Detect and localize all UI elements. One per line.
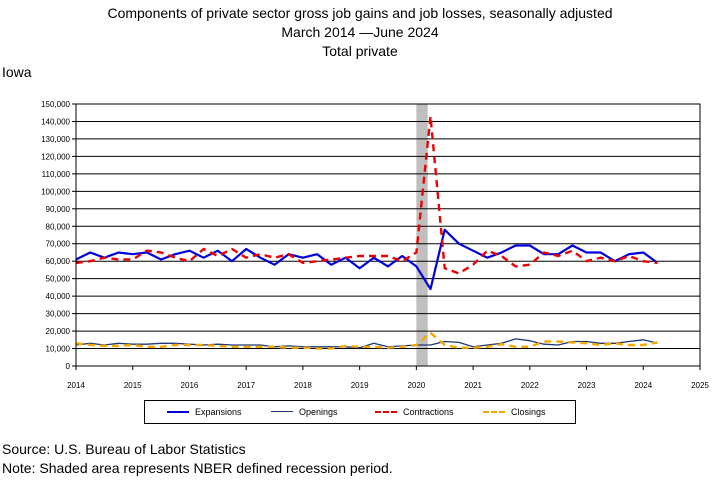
legend-label-openings: Openings bbox=[299, 407, 338, 417]
y-tick-label: 140,000 bbox=[41, 117, 70, 126]
x-tick-label: 2019 bbox=[351, 381, 369, 390]
chart-title: Components of private sector gross job g… bbox=[107, 5, 613, 21]
y-tick-label: 120,000 bbox=[41, 152, 70, 161]
y-tick-label: 0 bbox=[66, 362, 71, 371]
legend-swatch-closings bbox=[483, 411, 505, 413]
y-tick-label: 80,000 bbox=[46, 222, 71, 231]
legend-swatch-contractions bbox=[375, 411, 397, 413]
recession-note: Note: Shaded area represents NBER define… bbox=[2, 460, 393, 476]
legend-label-contractions: Contractions bbox=[403, 407, 454, 417]
series-line-closings bbox=[75, 331, 658, 350]
series-line-contractions bbox=[75, 114, 658, 275]
x-tick-label: 2014 bbox=[67, 381, 85, 390]
y-tick-label: 110,000 bbox=[42, 170, 71, 179]
chart-title-block: Components of private sector gross job g… bbox=[0, 4, 720, 61]
x-tick-label: 2022 bbox=[521, 381, 539, 390]
chart-legend: Expansions Openings Contractions Closing… bbox=[144, 400, 576, 424]
series-line-openings bbox=[75, 338, 658, 349]
chart-date-range: March 2014 —June 2024 bbox=[281, 24, 439, 40]
chart-plot-svg: 0 10,000 20,000 30,000 40,000 50,000 60,000 70,… bbox=[41, 100, 709, 390]
x-tick-label: 2021 bbox=[464, 381, 482, 390]
x-tick-label: 2016 bbox=[181, 381, 199, 390]
chart-subtitle: Total private bbox=[322, 43, 398, 59]
x-tick-label: 2015 bbox=[124, 381, 142, 390]
x-tick-label: 2020 bbox=[407, 381, 425, 390]
y-tick-label: 70,000 bbox=[46, 240, 71, 249]
footer: Source: U.S. Bureau of Labor Statistics … bbox=[2, 440, 393, 478]
y-tick-label: 10,000 bbox=[46, 345, 71, 354]
legend-swatch-openings bbox=[271, 411, 293, 412]
series-line-expansions bbox=[75, 228, 659, 291]
y-tick-label: 30,000 bbox=[46, 310, 71, 319]
y-tick-label: 20,000 bbox=[46, 327, 71, 336]
state-label: Iowa bbox=[2, 64, 32, 80]
y-tick-label: 40,000 bbox=[46, 292, 71, 301]
y-tick-label: 150,000 bbox=[41, 100, 70, 109]
x-tick-label: 2024 bbox=[634, 381, 652, 390]
y-tick-label: 100,000 bbox=[41, 187, 70, 196]
x-tick-label: 2018 bbox=[294, 381, 312, 390]
x-tick-label: 2025 bbox=[691, 381, 709, 390]
recession-shading bbox=[416, 104, 428, 366]
legend-swatch-expansions bbox=[167, 411, 189, 413]
plot-frame bbox=[75, 103, 701, 367]
x-tick-label: 2017 bbox=[237, 381, 255, 390]
y-tick-label: 50,000 bbox=[46, 275, 71, 284]
legend-label-closings: Closings bbox=[511, 407, 546, 417]
legend-label-expansions: Expansions bbox=[195, 407, 242, 417]
y-tick-label: 90,000 bbox=[46, 205, 71, 214]
y-tick-label: 60,000 bbox=[46, 257, 71, 266]
y-tick-label: 130,000 bbox=[41, 135, 70, 144]
x-tick-label: 2023 bbox=[578, 381, 596, 390]
source-note: Source: U.S. Bureau of Labor Statistics bbox=[2, 441, 246, 457]
